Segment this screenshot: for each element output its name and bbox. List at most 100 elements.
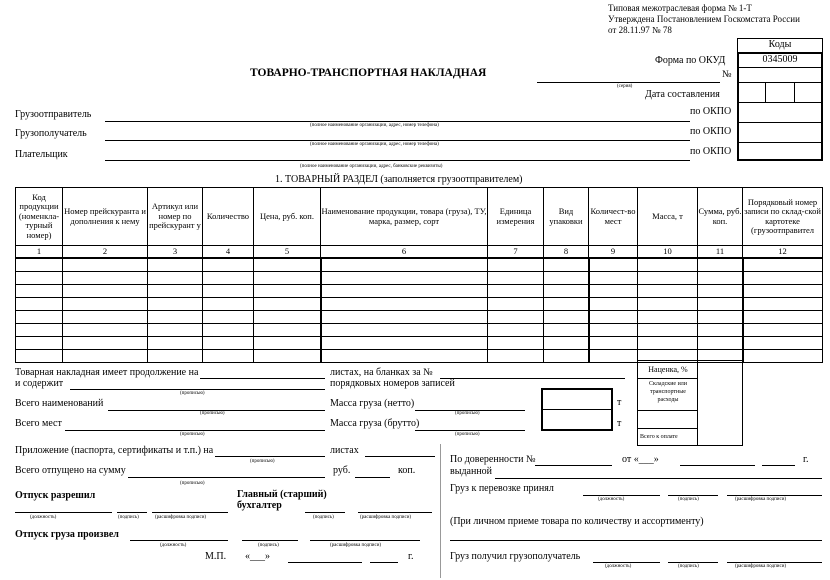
personal-note-field[interactable]	[450, 540, 822, 541]
table-cell[interactable]	[637, 336, 698, 350]
table-cell[interactable]	[319, 336, 488, 350]
gross-mass-field[interactable]	[415, 430, 525, 431]
table-cell[interactable]	[637, 257, 698, 272]
table-cell[interactable]	[253, 323, 321, 337]
series-field[interactable]	[537, 82, 720, 83]
table-cell[interactable]	[741, 336, 823, 350]
table-cell[interactable]	[487, 323, 544, 337]
accepted-signature-field[interactable]	[668, 495, 718, 496]
issued-field[interactable]	[495, 478, 822, 479]
rub-field[interactable]	[355, 477, 390, 478]
continuation-field[interactable]	[200, 378, 325, 379]
table-cell[interactable]	[147, 297, 203, 311]
table-cell[interactable]	[543, 310, 589, 324]
table-cell[interactable]	[487, 257, 544, 272]
table-cell[interactable]	[319, 349, 488, 363]
table-cell[interactable]	[202, 271, 254, 285]
table-cell[interactable]	[15, 284, 63, 298]
table-cell[interactable]	[543, 336, 589, 350]
table-cell[interactable]	[587, 257, 638, 272]
table-cell[interactable]	[637, 297, 698, 311]
table-cell[interactable]	[15, 310, 63, 324]
table-cell[interactable]	[202, 297, 254, 311]
table-cell[interactable]	[147, 310, 203, 324]
table-cell[interactable]	[487, 284, 544, 298]
table-cell[interactable]	[637, 310, 698, 324]
shipper-field[interactable]	[105, 121, 690, 122]
table-cell[interactable]	[62, 336, 148, 350]
total-places-field[interactable]	[65, 430, 325, 431]
table-cell[interactable]	[202, 323, 254, 337]
date-year-field[interactable]	[370, 562, 398, 563]
table-cell[interactable]	[487, 310, 544, 324]
table-cell[interactable]	[741, 297, 823, 311]
table-cell[interactable]	[587, 284, 638, 298]
table-cell[interactable]	[543, 271, 589, 285]
table-cell[interactable]	[697, 297, 743, 311]
accountant-decode-field[interactable]	[358, 512, 432, 513]
table-cell[interactable]	[543, 349, 589, 363]
table-cell[interactable]	[62, 323, 148, 337]
proxy-date-label[interactable]: от «___»	[622, 454, 659, 465]
table-cell[interactable]	[253, 284, 321, 298]
table-cell[interactable]	[147, 284, 203, 298]
table-cell[interactable]	[637, 323, 698, 337]
sheets-field[interactable]	[365, 456, 435, 457]
table-cell[interactable]	[62, 257, 148, 272]
table-cell[interactable]	[543, 284, 589, 298]
net-mass-field[interactable]	[415, 410, 525, 411]
table-cell[interactable]	[62, 271, 148, 285]
table-cell[interactable]	[741, 257, 823, 272]
table-cell[interactable]	[587, 323, 638, 337]
table-cell[interactable]	[147, 336, 203, 350]
table-cell[interactable]	[253, 297, 321, 311]
table-cell[interactable]	[587, 349, 638, 363]
table-cell[interactable]	[62, 284, 148, 298]
date-day-field[interactable]: «___»	[245, 551, 270, 562]
table-cell[interactable]	[741, 271, 823, 285]
table-cell[interactable]	[319, 257, 488, 272]
table-cell[interactable]	[15, 349, 63, 363]
table-cell[interactable]	[62, 349, 148, 363]
released-decode-field[interactable]	[310, 540, 420, 541]
table-cell[interactable]	[202, 257, 254, 272]
table-cell[interactable]	[697, 284, 743, 298]
table-cell[interactable]	[637, 284, 698, 298]
table-cell[interactable]	[741, 323, 823, 337]
proxy-year-field[interactable]	[762, 465, 795, 466]
total-items-field[interactable]	[108, 410, 325, 411]
table-cell[interactable]	[15, 271, 63, 285]
table-cell[interactable]	[587, 271, 638, 285]
accountant-signature-field[interactable]	[305, 512, 345, 513]
released-signature-field[interactable]	[242, 540, 298, 541]
table-cell[interactable]	[319, 323, 488, 337]
received-decode-field[interactable]	[727, 562, 822, 563]
accepted-position-field[interactable]	[583, 495, 660, 496]
date-month-field[interactable]	[288, 562, 362, 563]
blanks-field[interactable]	[440, 378, 625, 379]
table-cell[interactable]	[741, 310, 823, 324]
table-cell[interactable]	[487, 336, 544, 350]
table-cell[interactable]	[487, 297, 544, 311]
released-position-field[interactable]	[130, 540, 228, 541]
okud-value[interactable]: 0345009	[762, 54, 798, 65]
table-cell[interactable]	[62, 310, 148, 324]
accepted-decode-field[interactable]	[727, 495, 822, 496]
table-cell[interactable]	[697, 323, 743, 337]
table-cell[interactable]	[319, 271, 488, 285]
table-cell[interactable]	[15, 297, 63, 311]
table-cell[interactable]	[543, 297, 589, 311]
table-cell[interactable]	[253, 349, 321, 363]
table-cell[interactable]	[147, 271, 203, 285]
table-cell[interactable]	[15, 336, 63, 350]
contains-field[interactable]	[70, 389, 325, 390]
table-cell[interactable]	[741, 284, 823, 298]
table-cell[interactable]	[697, 271, 743, 285]
table-cell[interactable]	[741, 349, 823, 363]
payer-field[interactable]	[105, 160, 690, 161]
table-cell[interactable]	[253, 257, 321, 272]
table-cell[interactable]	[147, 323, 203, 337]
table-cell[interactable]	[202, 284, 254, 298]
signature-field[interactable]	[117, 512, 147, 513]
table-cell[interactable]	[543, 257, 589, 272]
